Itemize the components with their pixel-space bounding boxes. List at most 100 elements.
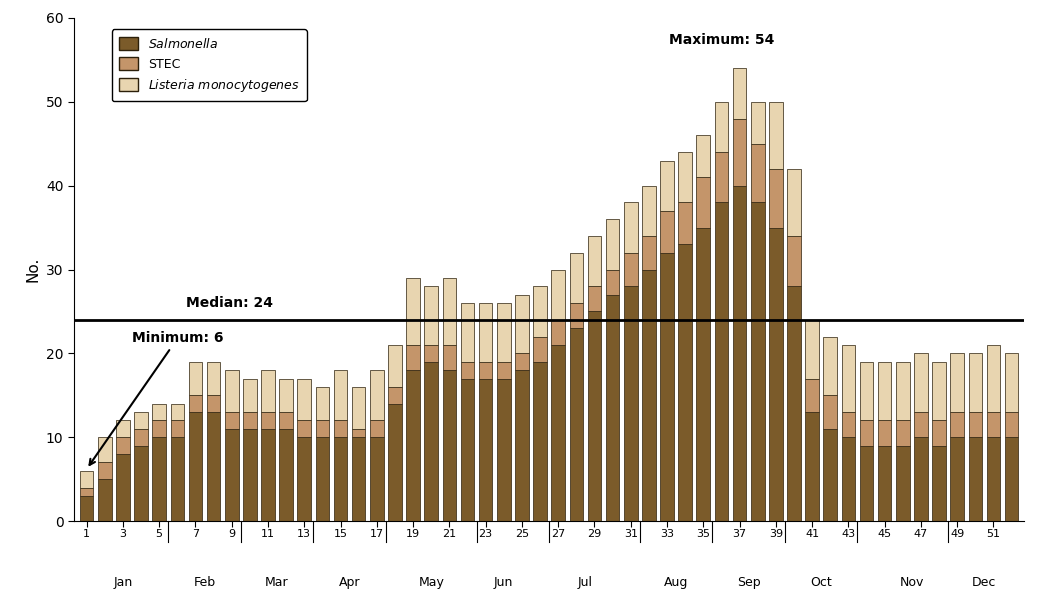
- Bar: [189, 362, 203, 395]
- Bar: [678, 202, 692, 244]
- Bar: [1005, 437, 1018, 521]
- Bar: [986, 345, 1000, 412]
- Bar: [261, 429, 275, 521]
- Bar: [824, 429, 837, 521]
- Bar: [225, 412, 239, 429]
- Bar: [261, 412, 275, 429]
- Bar: [895, 362, 909, 420]
- Text: May: May: [418, 576, 445, 589]
- Bar: [389, 387, 401, 404]
- Bar: [860, 362, 873, 420]
- Bar: [152, 420, 166, 437]
- Bar: [116, 437, 130, 454]
- Bar: [80, 496, 93, 521]
- Bar: [624, 202, 638, 253]
- Bar: [569, 303, 583, 328]
- Bar: [733, 68, 747, 119]
- Bar: [352, 387, 365, 429]
- Bar: [842, 437, 855, 521]
- Bar: [280, 379, 293, 412]
- Bar: [769, 169, 782, 228]
- Bar: [207, 362, 221, 395]
- Bar: [860, 446, 873, 521]
- Bar: [98, 437, 112, 462]
- Bar: [389, 404, 401, 521]
- Bar: [751, 144, 765, 202]
- Bar: [407, 278, 420, 345]
- Bar: [98, 462, 112, 479]
- Bar: [352, 437, 365, 521]
- Bar: [316, 420, 329, 437]
- Bar: [697, 177, 710, 228]
- Bar: [824, 395, 837, 429]
- Bar: [733, 186, 747, 521]
- Bar: [660, 161, 674, 211]
- Bar: [678, 244, 692, 521]
- Bar: [569, 328, 583, 521]
- Bar: [425, 286, 438, 345]
- Bar: [878, 362, 891, 420]
- Bar: [842, 412, 855, 437]
- Bar: [280, 429, 293, 521]
- Bar: [950, 437, 964, 521]
- Bar: [806, 320, 818, 379]
- Text: Aug: Aug: [664, 576, 689, 589]
- Bar: [334, 437, 347, 521]
- Text: Median: 24: Median: 24: [186, 296, 274, 310]
- Bar: [932, 362, 946, 420]
- Bar: [370, 420, 383, 437]
- Bar: [806, 379, 818, 412]
- Bar: [787, 169, 800, 236]
- Text: Apr: Apr: [339, 576, 360, 589]
- Bar: [587, 286, 601, 311]
- Bar: [769, 102, 782, 169]
- Bar: [950, 412, 964, 437]
- Bar: [642, 270, 656, 521]
- Bar: [116, 454, 130, 521]
- Bar: [697, 135, 710, 177]
- Bar: [551, 320, 565, 345]
- Bar: [189, 412, 203, 521]
- Bar: [497, 303, 511, 362]
- Bar: [460, 362, 474, 379]
- Bar: [497, 362, 511, 379]
- Bar: [533, 337, 547, 362]
- Bar: [697, 228, 710, 521]
- Bar: [587, 236, 601, 286]
- Bar: [407, 345, 420, 370]
- Bar: [660, 253, 674, 521]
- Bar: [152, 437, 166, 521]
- Bar: [842, 345, 855, 412]
- Bar: [170, 437, 184, 521]
- Bar: [370, 370, 383, 420]
- Bar: [170, 404, 184, 420]
- Bar: [624, 286, 638, 521]
- Text: Maximum: 54: Maximum: 54: [668, 34, 774, 47]
- Bar: [914, 437, 928, 521]
- Bar: [478, 303, 492, 362]
- Bar: [824, 337, 837, 395]
- Text: Mar: Mar: [265, 576, 289, 589]
- Text: Jan: Jan: [113, 576, 132, 589]
- Bar: [715, 102, 729, 152]
- Bar: [478, 362, 492, 379]
- Bar: [715, 152, 729, 202]
- Bar: [207, 412, 221, 521]
- Bar: [460, 303, 474, 362]
- Bar: [932, 420, 946, 446]
- Bar: [860, 420, 873, 446]
- Bar: [787, 286, 800, 521]
- Bar: [442, 345, 456, 370]
- Bar: [478, 379, 492, 521]
- Bar: [316, 387, 329, 420]
- Bar: [80, 471, 93, 488]
- Bar: [606, 219, 620, 270]
- Bar: [261, 370, 275, 412]
- Bar: [787, 236, 800, 286]
- Bar: [968, 437, 982, 521]
- Bar: [932, 446, 946, 521]
- Bar: [606, 295, 620, 521]
- Text: Feb: Feb: [193, 576, 215, 589]
- Text: Minimum: 6: Minimum: 6: [90, 331, 224, 465]
- Bar: [298, 437, 312, 521]
